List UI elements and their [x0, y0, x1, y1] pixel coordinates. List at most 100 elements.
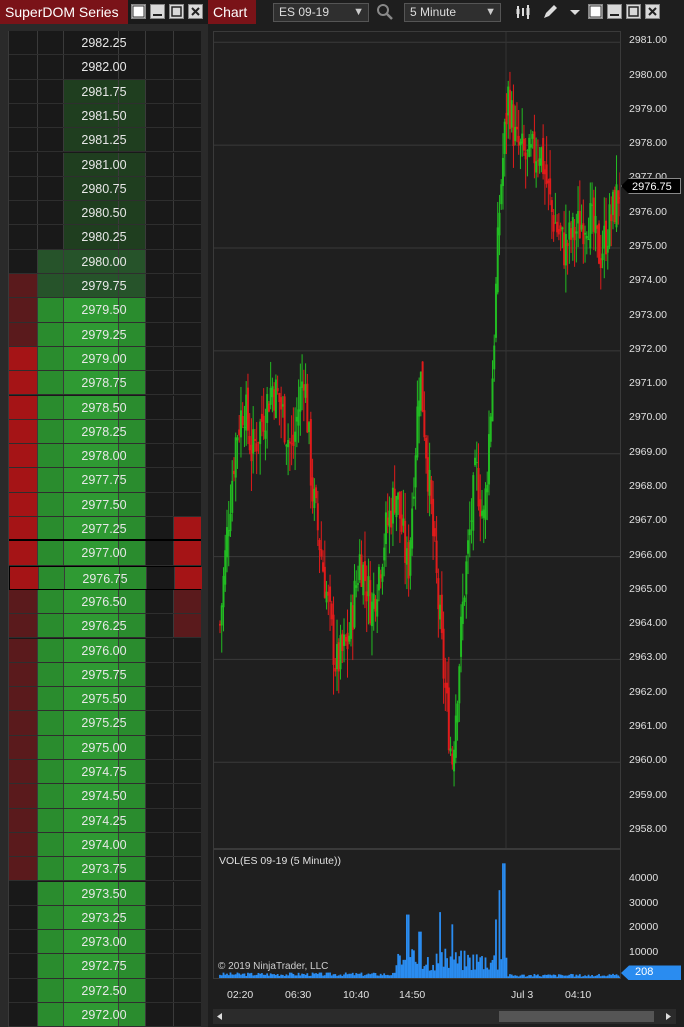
- ask-cell[interactable]: [173, 493, 201, 516]
- bid-cell[interactable]: [9, 128, 37, 151]
- ask-cell[interactable]: [173, 323, 201, 346]
- bid-cell[interactable]: [9, 201, 37, 224]
- ask-cell[interactable]: [173, 809, 201, 832]
- bid-cell[interactable]: [9, 468, 37, 492]
- ask-cell[interactable]: [173, 128, 201, 151]
- pencil-icon[interactable]: [541, 3, 559, 21]
- ladder-row[interactable]: 2977.00: [9, 541, 201, 566]
- close-button[interactable]: [188, 4, 203, 19]
- ask-cell[interactable]: [173, 225, 201, 248]
- ladder-row[interactable]: 2974.50: [9, 784, 201, 809]
- ladder-row[interactable]: 2980.50: [9, 201, 201, 226]
- bid-cell[interactable]: [9, 954, 37, 977]
- bid-cell[interactable]: [9, 225, 37, 248]
- ask-cell[interactable]: [173, 298, 201, 321]
- ladder-row[interactable]: 2982.25: [9, 31, 201, 56]
- instrument-selector[interactable]: ES 09-19 ▼: [273, 3, 369, 22]
- ask-cell[interactable]: [173, 882, 201, 905]
- ask-cell[interactable]: [173, 930, 201, 953]
- ladder-row-last[interactable]: 2976.75: [9, 565, 202, 590]
- ladder-row[interactable]: 2978.00: [9, 444, 201, 469]
- ask-cell[interactable]: [173, 177, 201, 200]
- ladder-row[interactable]: 2980.75: [9, 176, 201, 202]
- maximize-button[interactable]: [169, 4, 184, 19]
- ask-cell[interactable]: [173, 55, 201, 78]
- horizontal-scrollbar[interactable]: [213, 1009, 676, 1024]
- ladder-row[interactable]: 2981.50: [9, 103, 201, 129]
- bid-cell[interactable]: [9, 882, 37, 905]
- ask-cell[interactable]: [173, 153, 201, 176]
- bid-cell[interactable]: [9, 371, 37, 395]
- bid-cell[interactable]: [9, 541, 37, 565]
- ladder-row[interactable]: 2981.25: [9, 128, 201, 153]
- ask-cell[interactable]: [173, 468, 201, 491]
- ladder-row[interactable]: 2979.75: [9, 274, 201, 299]
- ladder-row[interactable]: 2976.50: [9, 589, 201, 615]
- ask-cell[interactable]: [173, 201, 201, 224]
- ladder-row[interactable]: 2974.75: [9, 760, 201, 785]
- ladder-row[interactable]: 2973.50: [9, 881, 201, 906]
- scroll-right-icon[interactable]: [664, 1012, 673, 1021]
- bar-type-icon[interactable]: [514, 3, 532, 21]
- ask-cell[interactable]: [173, 31, 201, 54]
- ask-cell[interactable]: [173, 784, 201, 807]
- ask-cell[interactable]: [173, 711, 201, 734]
- ask-cell[interactable]: [173, 250, 201, 273]
- bid-cell[interactable]: [9, 250, 37, 273]
- ladder-row[interactable]: 2981.00: [9, 152, 201, 177]
- ask-cell[interactable]: [174, 566, 202, 589]
- bid-cell[interactable]: [9, 832, 37, 857]
- tile-button[interactable]: [588, 4, 603, 19]
- ask-cell[interactable]: [173, 541, 201, 565]
- price-ladder[interactable]: 2982.25 2982.00 2981.75 2981.50 2981.25 2981.…: [8, 31, 202, 1027]
- price-panel[interactable]: [213, 31, 621, 849]
- ladder-row[interactable]: 2976.00: [9, 638, 201, 663]
- bid-cell[interactable]: [9, 662, 37, 687]
- price-axis[interactable]: 2981.00 2980.00 2979.00 2978.00 2977.00 2976.…: [621, 31, 684, 849]
- volume-axis[interactable]: 40000 30000 20000 10000 208: [621, 849, 684, 981]
- ladder-row[interactable]: 2978.50: [9, 395, 201, 420]
- ladder-row[interactable]: 2972.50: [9, 978, 201, 1003]
- bid-cell[interactable]: [9, 760, 37, 784]
- bid-cell[interactable]: [9, 80, 37, 103]
- superdom-title-tab[interactable]: SuperDOM Series: [0, 0, 128, 24]
- ladder-row[interactable]: 2982.00: [9, 55, 201, 80]
- ladder-row[interactable]: 2975.25: [9, 711, 201, 736]
- minimize-button[interactable]: [150, 4, 165, 19]
- bid-cell[interactable]: [9, 31, 37, 54]
- ladder-row[interactable]: 2981.75: [9, 79, 201, 104]
- ask-cell[interactable]: [173, 979, 201, 1002]
- chevron-down-icon[interactable]: [566, 3, 584, 21]
- ladder-row[interactable]: 2978.75: [9, 371, 201, 396]
- ladder-row[interactable]: 2979.50: [9, 298, 201, 323]
- ask-cell[interactable]: [173, 517, 201, 541]
- ask-cell[interactable]: [173, 80, 201, 103]
- ask-cell[interactable]: [173, 760, 201, 783]
- ladder-row[interactable]: 2973.75: [9, 857, 201, 882]
- bid-cell[interactable]: [9, 444, 37, 468]
- ladder-row[interactable]: 2979.25: [9, 322, 201, 347]
- ladder-row[interactable]: 2975.00: [9, 735, 201, 760]
- ladder-row[interactable]: 2977.75: [9, 468, 201, 493]
- bid-cell[interactable]: [9, 104, 37, 127]
- bid-cell[interactable]: [9, 784, 37, 808]
- ask-cell[interactable]: [173, 589, 201, 614]
- bid-cell[interactable]: [9, 153, 37, 176]
- ladder-row[interactable]: 2977.50: [9, 492, 201, 517]
- ask-cell[interactable]: [173, 833, 201, 856]
- ask-cell[interactable]: [173, 954, 201, 977]
- bid-cell[interactable]: [9, 55, 37, 78]
- minimize-button[interactable]: [607, 4, 622, 19]
- bid-cell[interactable]: [9, 614, 37, 638]
- ask-cell[interactable]: [173, 347, 201, 370]
- bid-cell[interactable]: [9, 711, 37, 735]
- bid-cell[interactable]: [9, 589, 37, 614]
- bid-cell[interactable]: [9, 517, 37, 541]
- ladder-row[interactable]: 2975.50: [9, 687, 201, 712]
- ask-cell[interactable]: [173, 906, 201, 929]
- bid-cell[interactable]: [9, 979, 37, 1002]
- ladder-row[interactable]: 2980.00: [9, 249, 201, 274]
- chart-title-tab[interactable]: Chart: [208, 0, 256, 24]
- bid-cell[interactable]: [9, 808, 37, 832]
- bid-cell[interactable]: [9, 687, 37, 711]
